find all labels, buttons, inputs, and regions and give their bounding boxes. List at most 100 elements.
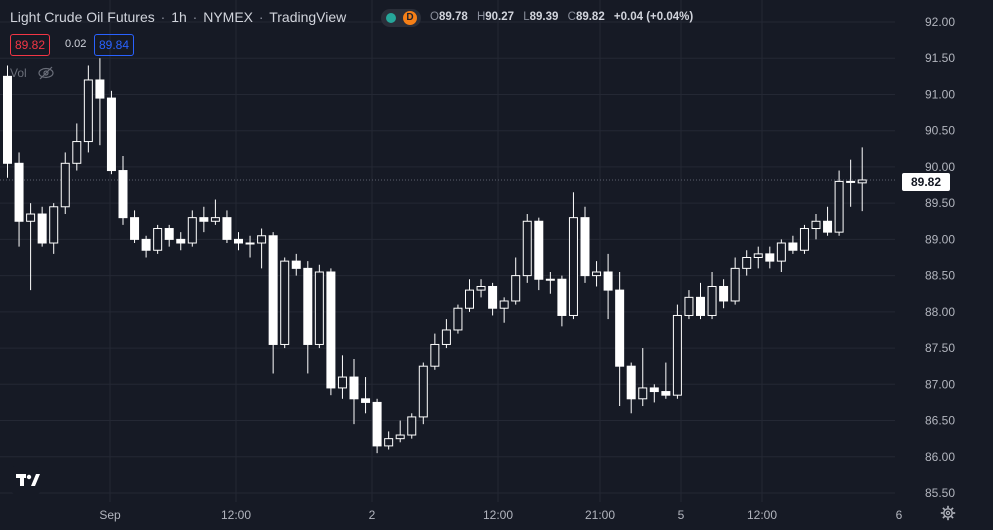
candle-body (49, 206, 59, 244)
candle-body (176, 238, 186, 244)
close-value: 89.82 (575, 11, 605, 23)
candle-body (118, 170, 128, 219)
candle-body (488, 285, 498, 309)
candle-body (303, 267, 313, 345)
y-tick-label: 92.00 (925, 15, 955, 29)
candle (707, 271, 717, 320)
gear-icon[interactable] (940, 505, 956, 521)
candle-body (511, 275, 521, 302)
candle (141, 235, 151, 258)
candle-body (592, 271, 602, 277)
y-tick-label: 90.00 (925, 160, 955, 174)
candle-body (742, 257, 752, 269)
candle-body (72, 141, 82, 164)
candle (164, 224, 174, 247)
tradingview-logo-icon[interactable] (10, 466, 42, 494)
candle (615, 271, 625, 407)
candle-body (568, 217, 578, 316)
candle-body (361, 398, 371, 403)
candle (742, 250, 752, 276)
candle-body (626, 365, 636, 400)
candle (418, 362, 428, 425)
candle (788, 235, 798, 254)
price-axis: 92.00 91.50 91.00 90.50 90.00 89.50 89.00 88.50… (925, 15, 955, 500)
candle (834, 170, 844, 236)
candle-body (314, 271, 324, 345)
candle (441, 319, 451, 349)
symbol-name[interactable]: Light Crude Oil Futures (10, 9, 155, 25)
volume-label[interactable]: Vol (10, 66, 27, 80)
exchange-label: NYMEX (203, 9, 254, 25)
candle (291, 253, 301, 276)
candle-body (499, 300, 509, 309)
candle (765, 246, 775, 269)
candle-body (522, 220, 532, 277)
sell-price-button[interactable]: 89.82 (10, 34, 51, 56)
candle (199, 206, 209, 233)
candle-body (545, 278, 555, 281)
candle (753, 246, 763, 269)
candle-body (811, 220, 821, 230)
candle-body (465, 289, 474, 309)
candle (649, 384, 659, 403)
low-value: 89.39 (529, 11, 559, 23)
candle-body (222, 217, 232, 240)
candle-body (60, 162, 70, 208)
delayed-data-icon: D (403, 11, 417, 25)
buy-price-button[interactable]: 89.84 (94, 34, 135, 56)
candle (799, 224, 809, 254)
candle (545, 271, 555, 294)
candle-body (580, 217, 590, 277)
x-tick-label: 5 (678, 508, 685, 522)
candle-body (395, 434, 405, 440)
candle-body (799, 228, 809, 251)
candle (719, 279, 729, 309)
candle-body (672, 314, 682, 396)
chart-grid (0, 0, 895, 502)
candle-body (649, 387, 659, 393)
candle-body (245, 242, 255, 245)
candle (568, 192, 578, 320)
candle-body (234, 238, 243, 244)
candle (696, 282, 705, 320)
candle-body (534, 220, 544, 280)
candle-body (453, 307, 463, 331)
candle (580, 206, 590, 283)
x-tick-label: Sep (99, 508, 121, 522)
candle-body (199, 217, 209, 222)
candle (488, 282, 498, 316)
market-open-dot-icon (386, 13, 396, 23)
candle (280, 257, 290, 349)
candle (534, 217, 544, 291)
candle (638, 348, 648, 407)
candle-body (696, 296, 705, 316)
candle-body (210, 217, 220, 222)
candle (72, 123, 82, 171)
candle (257, 228, 267, 269)
candle-body (141, 238, 151, 251)
candle (626, 362, 636, 414)
candle (60, 152, 70, 215)
x-tick-label: 12:00 (483, 508, 513, 522)
eye-off-icon[interactable] (38, 66, 54, 80)
candle-body (823, 220, 833, 233)
spread-value: 0.02 (65, 38, 87, 50)
candle-body (3, 75, 12, 164)
market-status[interactable]: D (381, 9, 421, 27)
candle (95, 58, 105, 146)
candle (430, 333, 440, 370)
y-tick-label: 89.00 (925, 232, 955, 246)
candle (476, 279, 486, 298)
candle-body (337, 376, 347, 389)
candle-body (418, 365, 428, 418)
candle-body (95, 79, 105, 99)
x-tick-label: 12:00 (221, 508, 251, 522)
candle (222, 210, 232, 244)
candle (672, 304, 682, 399)
change-value: +0.04 (+0.04%) (613, 11, 694, 23)
interval-label[interactable]: 1h (171, 9, 187, 25)
candle-body (26, 213, 36, 222)
candle (811, 214, 821, 240)
candle-body (441, 329, 451, 345)
